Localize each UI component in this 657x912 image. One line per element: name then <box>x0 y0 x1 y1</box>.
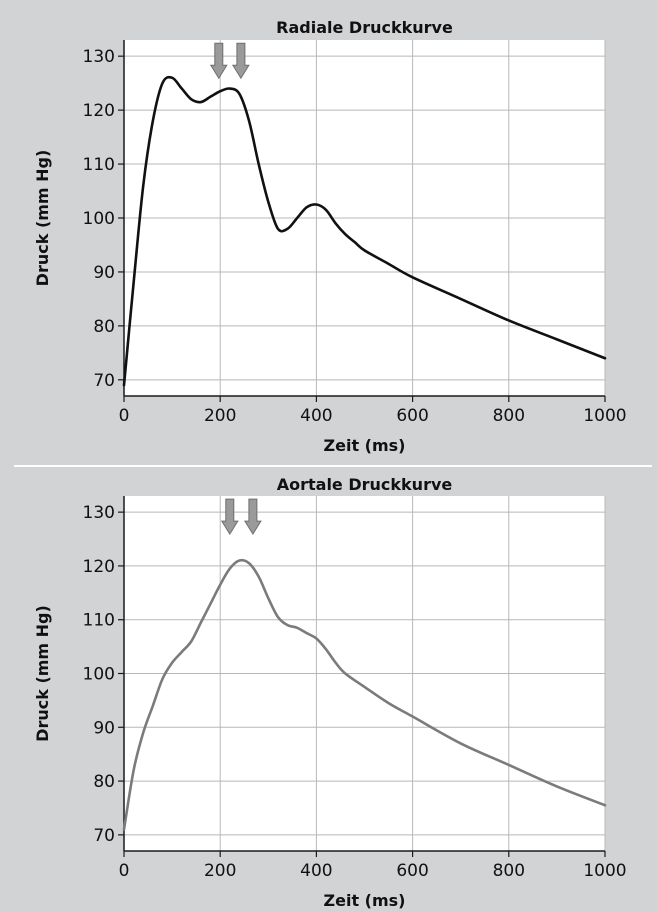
chart1-x-tick-label-1000: 1000 <box>583 406 626 426</box>
chart2-x-tick-label-200: 200 <box>204 861 236 881</box>
chart2-y-tick-label-90: 90 <box>93 718 115 738</box>
chart2-y-tick-label-80: 80 <box>93 772 115 792</box>
chart1-x-tick-label-800: 800 <box>493 406 525 426</box>
chart2-y-tick-label-110: 110 <box>83 611 115 631</box>
chart1-y-tick-label-80: 80 <box>93 317 115 337</box>
chart2-x-tick-label-1000: 1000 <box>583 861 626 881</box>
chart2-panel: 70 80 90 100 110 120 130 0 200 400 600 800 1000 Aorta… <box>33 475 627 910</box>
chart2-series-line-1 <box>122 558 607 831</box>
chart2-x-tick-label-0: 0 <box>119 861 130 881</box>
chart1-panel: 70 80 90 100 110 120 130 0 200 400 600 800 1000 Radia… <box>33 18 627 455</box>
chart1-series-line-1 <box>122 75 607 387</box>
chart1-x-tick-label-0: 0 <box>119 406 130 426</box>
chart2-arrow-down-2 <box>244 498 262 536</box>
chart1-y-tick-label-70: 70 <box>93 371 115 391</box>
chart1-x-tick-label-400: 400 <box>300 406 332 426</box>
chart1-x-tick-label-600: 600 <box>396 406 428 426</box>
chart2-x-tick-label-600: 600 <box>396 861 428 881</box>
chart1-title: Radiale Druckkurve <box>276 18 453 37</box>
chart1-y-axis-label: Druck (mm Hg) <box>33 150 52 287</box>
chart2-title: Aortale Druckkurve <box>277 475 453 494</box>
chart1-y-tick-label-110: 110 <box>83 155 115 175</box>
chart2-x-tick-label-800: 800 <box>493 861 525 881</box>
chart2-y-axis-label: Druck (mm Hg) <box>33 605 52 742</box>
chart1-y-tick-label-120: 120 <box>83 101 115 121</box>
chart1-x-axis-label: Zeit (ms) <box>324 436 406 455</box>
chart1-y-tick-label-130: 130 <box>83 47 115 67</box>
chart1-y-tick-label-90: 90 <box>93 263 115 283</box>
chart2-y-tick-label-100: 100 <box>83 665 115 685</box>
chart2-x-tick-label-400: 400 <box>300 861 332 881</box>
chart2-x-axis-label: Zeit (ms) <box>324 891 406 910</box>
chart2-y-tick-label-70: 70 <box>93 826 115 846</box>
chart1-arrow-down-1 <box>209 42 228 80</box>
chart1-y-tick-label-100: 100 <box>83 209 115 229</box>
chart1-arrow-down-2 <box>232 42 250 80</box>
chart2-arrow-down-1 <box>220 498 239 536</box>
chart2-y-tick-label-120: 120 <box>83 557 115 577</box>
chart1-x-tick-label-200: 200 <box>204 406 236 426</box>
chart2-y-tick-label-130: 130 <box>83 503 115 523</box>
